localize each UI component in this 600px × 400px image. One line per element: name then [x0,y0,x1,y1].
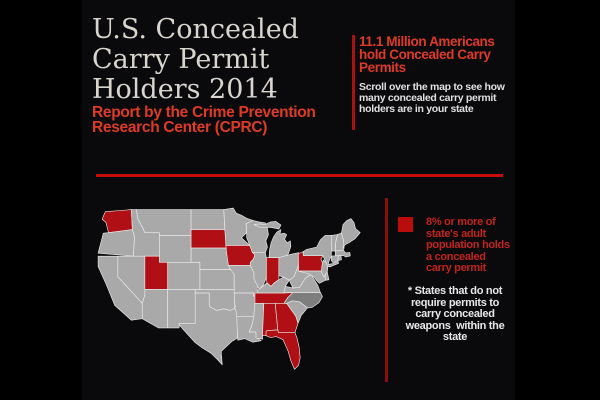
state-RI[interactable] [337,255,342,261]
legend-note-line: require permits to [410,296,500,309]
state-CT[interactable] [331,255,339,263]
legend-accent-bar [385,198,388,382]
title-line: Holders 2014 [92,74,278,105]
state-WI[interactable] [245,220,269,253]
legend-label: 8% or more of state's adult population h… [426,216,510,275]
legend-label-line: population holds [426,239,510,251]
title-line: Carry Permit [92,44,270,75]
state-NC[interactable] [283,292,323,309]
legend-swatch [398,217,413,232]
legend-note-line: state [442,331,468,343]
map-instructions-line: Scroll over the map to see how [359,81,505,93]
state-NM[interactable] [167,289,196,329]
subtitle-line: Report by the Crime Prevention [92,104,316,121]
callout-accent-bar [352,35,355,130]
state-FL[interactable] [265,329,301,370]
state-WA[interactable] [101,209,133,233]
state-NY[interactable] [302,235,339,268]
us-map-svg[interactable] [95,205,363,375]
state-AZ[interactable] [141,289,169,329]
title-line: U.S. Concealed [92,14,299,45]
report-subtitle: Report by the Crime Prevention Research … [92,104,316,136]
legend-note-line: weapons within the [405,319,505,332]
state-KS[interactable] [199,269,235,290]
state-OR[interactable] [97,229,135,257]
state-SD[interactable] [190,229,228,249]
state-CO[interactable] [167,262,201,290]
subtitle-line: Research Center (CPRC) [92,118,268,136]
stat-headline-line: hold Concealed Carry [359,47,491,62]
divider-line [96,174,503,177]
legend-note-line: * States that do not [407,285,503,297]
state-WY[interactable] [159,235,192,263]
legend-note-line: carry concealed [415,308,495,320]
map-instructions: Scroll over the map to see how many conc… [359,82,505,115]
legend-label-line: state's adult [426,227,486,240]
state-TX[interactable] [178,292,238,366]
legend-label-line: 8% or more of [426,216,496,228]
state-ME[interactable] [341,218,361,249]
us-map[interactable] [95,205,363,375]
map-instructions-line: holders are in your state [359,103,474,115]
stat-headline: 11.1 Million Americans hold Concealed Ca… [359,34,495,75]
stat-headline-line: 11.1 Million Americans [359,34,495,49]
legend-note: * States that do not require permits to … [394,285,516,344]
legend-label-line: a concealed [426,250,486,263]
stat-headline-line: Permits [359,60,406,75]
state-MI[interactable] [253,221,292,259]
content-panel: U.S. Concealed Carry Permit Holders 2014… [82,0,515,400]
state-ND[interactable] [190,209,226,230]
legend-label-line: carry permit [426,262,486,274]
map-instructions-line: many concealed carry permit [359,92,497,104]
page-title: U.S. Concealed Carry Permit Holders 2014 [92,15,299,105]
state-MT[interactable] [136,209,192,237]
